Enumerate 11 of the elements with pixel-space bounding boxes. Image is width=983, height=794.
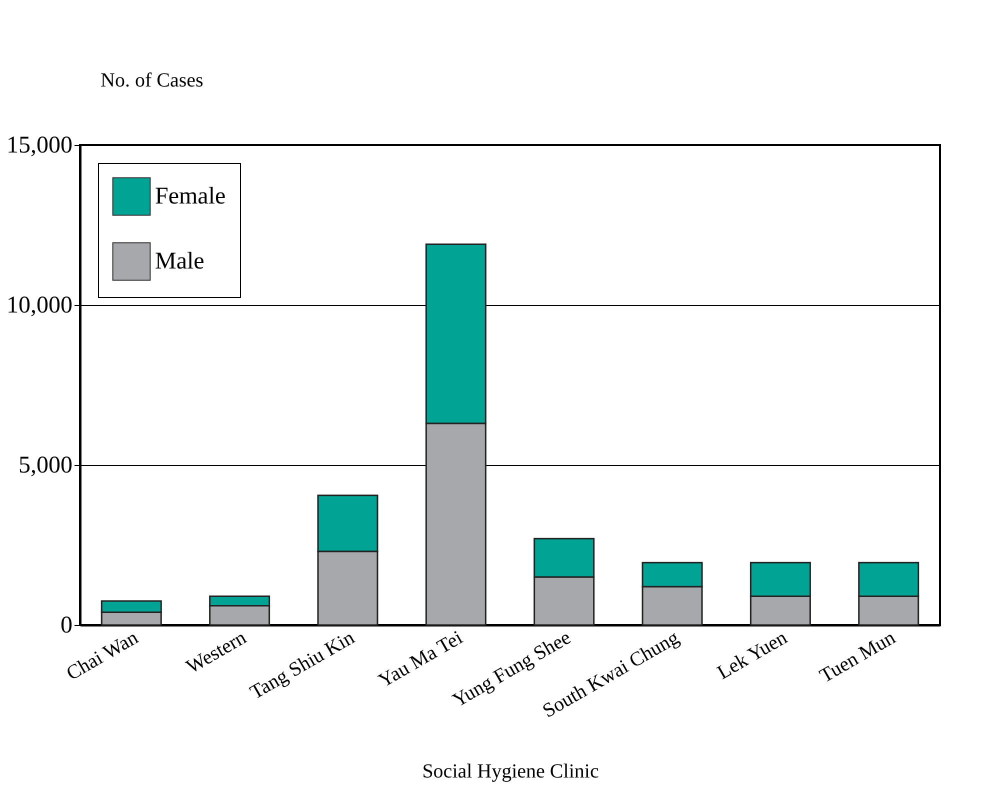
y-tick-label: 15,000 — [6, 132, 72, 158]
legend-label: Male — [155, 248, 204, 274]
legend-label: Female — [155, 184, 226, 210]
x-axis-title: Social Hygiene Clinic — [422, 760, 599, 782]
y-tick-label: 10,000 — [6, 292, 72, 318]
y-axis-title: No. of Cases — [100, 70, 204, 92]
x-tick-label: Lek Yuen — [714, 626, 791, 684]
y-tick-label: 5,000 — [18, 452, 72, 478]
x-tick-label: Tang Shiu Kin — [246, 626, 358, 704]
x-tick-label: Tuen Mun — [816, 626, 900, 688]
y-tick-label: 0 — [60, 612, 72, 638]
